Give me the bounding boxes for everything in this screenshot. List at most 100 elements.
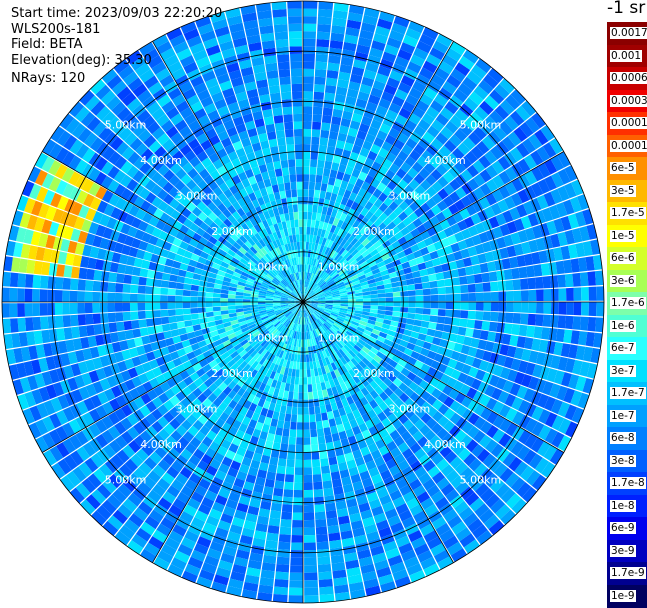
data-cell <box>304 482 313 490</box>
data-cell <box>309 414 315 422</box>
data-cell <box>315 414 322 422</box>
data-cell <box>303 1 318 9</box>
data-cell <box>303 9 317 17</box>
data-cell <box>267 433 275 442</box>
data-cell <box>422 315 430 322</box>
data-cell <box>101 323 110 334</box>
data-cell <box>47 303 55 315</box>
data-cell <box>268 525 280 534</box>
data-cell <box>318 571 332 580</box>
data-cell <box>565 274 574 287</box>
data-cell <box>303 121 312 129</box>
data-cell <box>295 460 303 468</box>
data-cell <box>303 212 307 220</box>
data-cell <box>329 418 337 427</box>
data-cell <box>308 384 313 392</box>
data-cell <box>290 54 302 62</box>
data-cell <box>295 467 303 475</box>
data-cell <box>413 277 421 284</box>
data-cell <box>548 262 557 275</box>
data-cell <box>312 384 317 392</box>
ring-label: 5.00km <box>460 119 502 132</box>
data-cell <box>279 451 287 460</box>
data-cell <box>386 302 394 306</box>
data-cell <box>363 299 371 302</box>
data-cell <box>269 518 281 527</box>
data-cell <box>319 398 325 406</box>
data-cell <box>521 302 529 313</box>
data-cell <box>279 534 291 542</box>
data-cell <box>304 565 317 573</box>
start-time-label: Start time: 2023/09/03 22:20:20 <box>11 6 222 22</box>
data-cell <box>458 268 467 277</box>
data-cell <box>228 302 236 306</box>
data-cell <box>386 297 394 301</box>
data-cell <box>289 429 296 437</box>
data-cell <box>407 284 415 290</box>
data-cell <box>581 302 589 316</box>
data-cell <box>273 161 281 170</box>
data-cell <box>283 107 293 115</box>
data-cell <box>287 197 293 205</box>
data-cell <box>290 573 303 581</box>
data-cell <box>258 302 266 304</box>
colorbar-tick-label: 1.7e-6 <box>610 297 646 309</box>
data-cell <box>304 535 316 543</box>
data-cell <box>221 310 229 315</box>
data-cell <box>267 131 276 140</box>
data-cell <box>153 310 161 318</box>
data-cell <box>17 273 26 287</box>
data-cell <box>161 317 169 325</box>
data-cell <box>115 312 123 322</box>
colorbar-tick-label: 0.0006 <box>610 72 647 84</box>
data-cell <box>318 564 331 573</box>
data-cell <box>316 421 323 429</box>
data-cell <box>321 122 330 130</box>
data-cell <box>85 292 93 303</box>
data-cell <box>284 421 291 429</box>
data-cell <box>528 314 536 326</box>
data-cell <box>303 137 311 145</box>
data-cell <box>168 281 176 288</box>
data-cell <box>62 290 70 302</box>
data-cell <box>108 313 116 323</box>
data-cell <box>303 24 316 32</box>
data-cell <box>295 227 299 235</box>
data-cell <box>288 159 295 167</box>
data-cell <box>408 308 416 314</box>
data-cell <box>543 315 551 327</box>
data-cell <box>160 295 168 302</box>
data-cell <box>175 303 183 309</box>
data-cell <box>304 550 316 558</box>
data-cell <box>304 497 314 505</box>
data-cell <box>272 108 282 117</box>
data-cell <box>436 323 445 331</box>
data-cell <box>294 212 299 220</box>
data-cell <box>465 266 474 275</box>
data-cell <box>316 54 328 62</box>
data-cell <box>320 191 327 199</box>
data-cell <box>235 302 243 305</box>
data-cell <box>534 326 543 338</box>
data-cell <box>292 520 303 528</box>
data-cell <box>314 92 325 100</box>
data-cell <box>313 197 319 205</box>
data-cell <box>288 9 302 17</box>
data-cell <box>183 314 191 321</box>
data-cell <box>587 271 596 286</box>
data-cell <box>280 84 291 92</box>
data-cell <box>177 276 186 283</box>
data-cell <box>297 182 303 190</box>
data-cell <box>250 302 258 305</box>
data-cell <box>444 279 452 287</box>
data-cell <box>132 267 141 276</box>
data-cell <box>267 70 279 79</box>
data-cell <box>313 114 322 122</box>
data-cell <box>505 313 513 324</box>
data-cell <box>318 198 324 206</box>
data-cell <box>572 273 581 287</box>
data-cell <box>330 170 338 179</box>
ring-label: 5.00km <box>105 473 147 486</box>
data-cell <box>526 266 535 278</box>
data-cell <box>574 302 582 315</box>
